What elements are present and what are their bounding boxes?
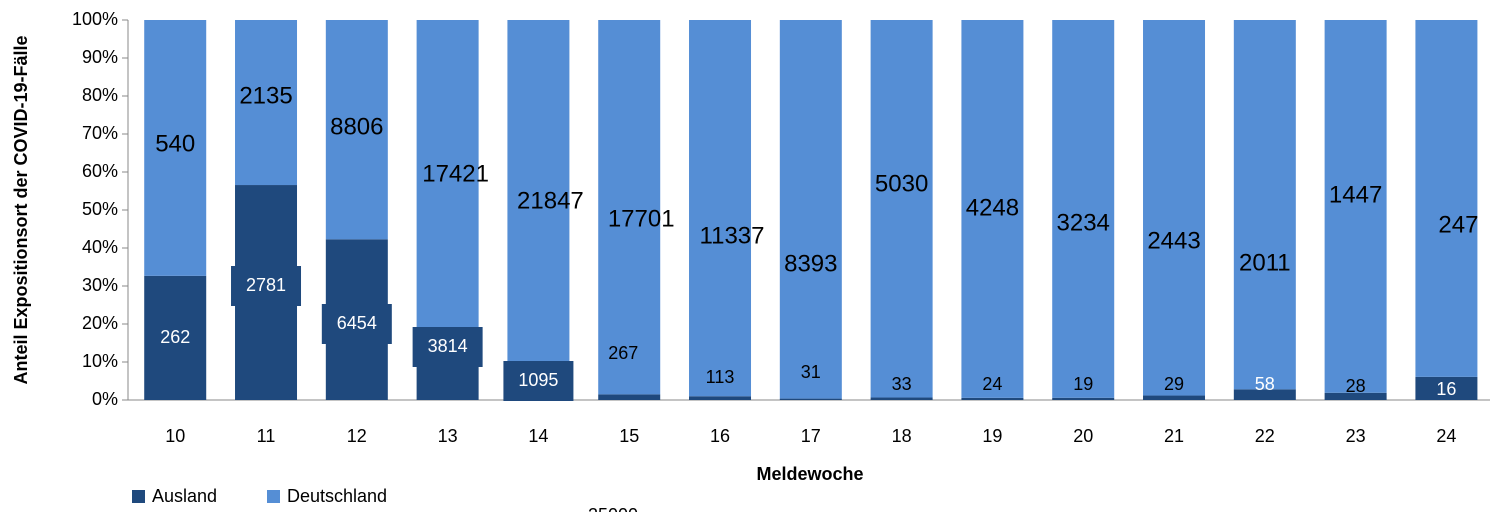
data-label: 58 bbox=[1255, 374, 1275, 394]
x-tick-label: 11 bbox=[257, 426, 276, 446]
data-label: 8393 bbox=[784, 250, 837, 277]
data-label: 29 bbox=[1164, 374, 1184, 394]
x-tick-label: 17 bbox=[801, 426, 821, 446]
legend-label: Deutschland bbox=[287, 486, 387, 506]
bar-segment bbox=[1143, 20, 1206, 396]
bar-segment bbox=[507, 20, 570, 382]
x-tick-label: 14 bbox=[528, 426, 548, 446]
x-axis-title: Meldewoche bbox=[756, 464, 863, 484]
x-tick-label: 10 bbox=[165, 426, 185, 446]
data-label: 8806 bbox=[330, 113, 383, 140]
data-label: 2011 bbox=[1239, 249, 1291, 276]
bar-segment bbox=[779, 20, 842, 399]
y-tick-label: 10% bbox=[82, 351, 118, 371]
legend-label: Ausland bbox=[152, 486, 217, 506]
data-label: 2443 bbox=[1147, 227, 1200, 254]
data-label: 1095 bbox=[518, 370, 558, 390]
bar-segment bbox=[325, 20, 388, 240]
data-label: 113 bbox=[706, 367, 735, 387]
data-label: 267 bbox=[608, 343, 638, 363]
legend-swatch bbox=[267, 490, 280, 503]
data-label: 17421 bbox=[422, 160, 489, 187]
data-label: 31 bbox=[801, 362, 821, 382]
label-box bbox=[412, 327, 483, 367]
y-tick-label: 40% bbox=[82, 237, 118, 257]
bar-segment bbox=[1233, 389, 1296, 400]
data-label: 28 bbox=[1346, 376, 1366, 396]
bar-segment bbox=[870, 397, 933, 400]
x-tick-label: 20 bbox=[1073, 426, 1093, 446]
data-label: 21847 bbox=[517, 187, 584, 214]
y-tick-label: 70% bbox=[82, 123, 118, 143]
annotation: 25000 bbox=[588, 505, 638, 512]
y-tick-label: 30% bbox=[82, 275, 118, 295]
bar-segment bbox=[961, 397, 1024, 400]
y-tick-label: 20% bbox=[82, 313, 118, 333]
x-tick-label: 15 bbox=[619, 426, 639, 446]
bar-segment bbox=[144, 20, 207, 276]
data-label: 11337 bbox=[700, 222, 765, 249]
bar-segment bbox=[1233, 20, 1296, 390]
bar-segment bbox=[1324, 392, 1387, 400]
bar-segment bbox=[961, 20, 1024, 398]
bar-segment bbox=[870, 20, 933, 398]
bar-segment bbox=[1143, 395, 1206, 400]
data-label: 1447 bbox=[1329, 181, 1382, 208]
data-label: 3814 bbox=[428, 336, 468, 356]
bar-segment bbox=[689, 20, 752, 397]
data-label: 24 bbox=[982, 374, 1002, 394]
bar-segment bbox=[598, 394, 661, 400]
data-label: 540 bbox=[155, 130, 195, 157]
x-tick-label: 19 bbox=[982, 426, 1002, 446]
bar-segment bbox=[235, 20, 298, 186]
y-tick-label: 50% bbox=[82, 199, 118, 219]
label-box bbox=[503, 361, 574, 401]
x-tick-label: 21 bbox=[1164, 426, 1184, 446]
bar-segment bbox=[1415, 376, 1478, 400]
data-label: 2781 bbox=[246, 275, 286, 295]
bar-segment bbox=[1052, 397, 1115, 400]
data-label: 5030 bbox=[875, 170, 928, 197]
y-tick-label: 80% bbox=[82, 85, 118, 105]
x-tick-label: 24 bbox=[1436, 426, 1456, 446]
data-label: 16 bbox=[1436, 379, 1456, 399]
data-label: 33 bbox=[892, 374, 912, 394]
data-label: 19 bbox=[1073, 374, 1093, 394]
bar-segment bbox=[144, 275, 207, 400]
y-tick-label: 60% bbox=[82, 161, 118, 181]
y-tick-label: 90% bbox=[82, 47, 118, 67]
x-tick-label: 16 bbox=[710, 426, 730, 446]
x-tick-label: 23 bbox=[1346, 426, 1366, 446]
bar-segment bbox=[416, 20, 479, 332]
bar-segment bbox=[1324, 20, 1387, 393]
data-label: 262 bbox=[160, 327, 190, 347]
label-box bbox=[321, 304, 392, 344]
label-box bbox=[231, 266, 302, 306]
x-tick-label: 12 bbox=[347, 426, 367, 446]
data-label: 6454 bbox=[337, 313, 377, 333]
y-axis-title: Anteil Expositionsort der COVID-19-Fälle bbox=[11, 35, 31, 384]
bar-segment bbox=[779, 398, 842, 400]
data-label: 17701 bbox=[608, 205, 675, 232]
data-label: 247 bbox=[1438, 211, 1478, 238]
legend-swatch bbox=[132, 490, 145, 503]
bar-segment bbox=[689, 396, 752, 400]
bar-segment bbox=[598, 20, 661, 395]
x-tick-label: 18 bbox=[892, 426, 912, 446]
y-tick-label: 100% bbox=[72, 9, 118, 29]
x-tick-label: 13 bbox=[438, 426, 458, 446]
data-label: 2135 bbox=[239, 82, 292, 109]
x-tick-label: 22 bbox=[1255, 426, 1275, 446]
bar-segment bbox=[1052, 20, 1115, 398]
y-tick-label: 0% bbox=[92, 389, 118, 409]
data-label: 4248 bbox=[966, 194, 1019, 221]
data-label: 3234 bbox=[1057, 209, 1110, 236]
bar-segment bbox=[1415, 20, 1478, 377]
